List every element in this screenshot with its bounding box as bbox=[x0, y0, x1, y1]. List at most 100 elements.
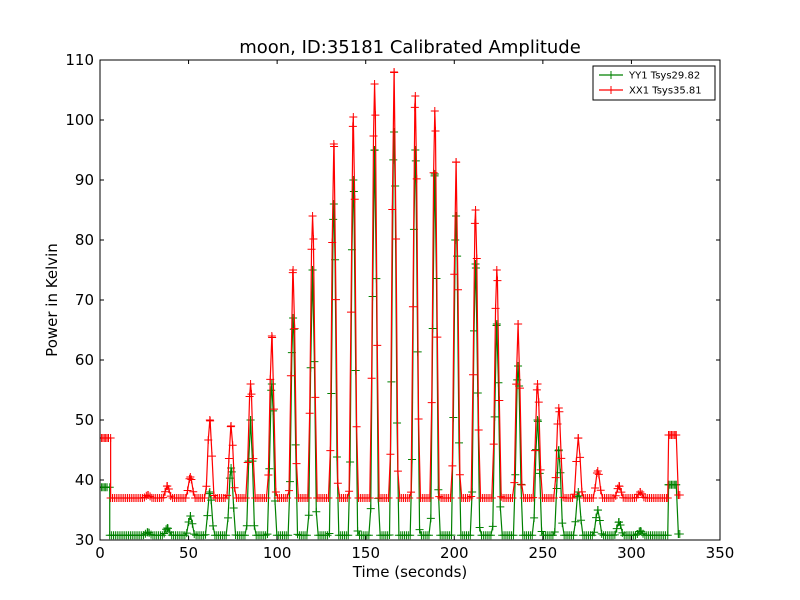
data-point-marker bbox=[247, 390, 256, 399]
x-tick-label: 300 bbox=[617, 544, 646, 562]
data-point-marker bbox=[105, 483, 114, 492]
data-point-marker bbox=[532, 385, 541, 394]
data-point-marker bbox=[163, 524, 172, 533]
data-point-marker bbox=[285, 486, 294, 495]
data-point-marker bbox=[492, 320, 501, 328]
data-point-marker bbox=[263, 530, 272, 539]
data-point-marker bbox=[427, 398, 436, 407]
data-point-marker bbox=[469, 370, 478, 379]
data-point-marker bbox=[186, 512, 195, 521]
data-point-marker bbox=[266, 375, 275, 384]
data-point-marker bbox=[166, 492, 175, 501]
data-point-marker bbox=[181, 494, 190, 502]
data-point-marker bbox=[636, 488, 645, 496]
y-tick-label: 70 bbox=[75, 291, 94, 309]
data-point-marker bbox=[472, 254, 481, 263]
legend-label: YY1 Tsys29.82 bbox=[628, 71, 700, 82]
data-point-marker bbox=[224, 454, 233, 463]
data-point-marker bbox=[569, 531, 578, 540]
data-point-marker bbox=[510, 478, 519, 487]
data-point-marker bbox=[429, 168, 438, 177]
data-point-marker bbox=[533, 417, 542, 426]
x-axis-label: Time (seconds) bbox=[352, 563, 468, 581]
data-point-marker bbox=[430, 170, 439, 178]
data-point-marker bbox=[367, 374, 376, 383]
data-point-marker bbox=[595, 516, 604, 525]
data-point-marker bbox=[408, 455, 417, 464]
data-point-marker bbox=[559, 493, 568, 502]
data-point-marker bbox=[241, 494, 250, 502]
data-point-marker bbox=[159, 493, 168, 502]
data-point-marker bbox=[202, 482, 211, 491]
data-point-marker bbox=[530, 513, 539, 522]
data-point-marker bbox=[302, 531, 311, 540]
data-point-marker bbox=[596, 486, 605, 495]
data-point-marker bbox=[435, 492, 444, 501]
y-tick-label: 30 bbox=[75, 531, 94, 549]
data-point-marker bbox=[632, 493, 641, 502]
y-axis-label: Power in Kelvin bbox=[43, 243, 61, 357]
x-tick-label: 250 bbox=[529, 544, 558, 562]
data-point-marker bbox=[474, 425, 483, 434]
data-point-marker bbox=[452, 212, 461, 220]
data-point-marker bbox=[405, 494, 414, 502]
x-tick-label: 50 bbox=[179, 544, 198, 562]
data-point-marker bbox=[631, 531, 640, 540]
data-point-marker bbox=[269, 405, 278, 414]
data-point-marker bbox=[187, 475, 196, 484]
data-point-marker bbox=[349, 113, 358, 121]
data-point-marker bbox=[190, 530, 199, 539]
data-point-marker bbox=[203, 511, 212, 520]
data-point-marker bbox=[330, 142, 339, 151]
chart-title: moon, ID:35181 Calibrated Amplitude bbox=[239, 37, 581, 58]
data-point-marker bbox=[182, 529, 191, 538]
y-tick-label: 110 bbox=[65, 51, 94, 69]
data-point-marker bbox=[572, 457, 581, 466]
data-point-marker bbox=[164, 484, 173, 493]
data-point-marker bbox=[424, 531, 433, 540]
data-point-marker bbox=[508, 494, 517, 502]
data-point-marker bbox=[594, 470, 603, 479]
series-xx1 bbox=[100, 68, 684, 502]
data-point-marker bbox=[303, 494, 312, 502]
data-point-marker bbox=[373, 341, 382, 350]
data-point-marker bbox=[289, 266, 298, 274]
data-point-marker bbox=[493, 276, 502, 285]
x-tick-label: 200 bbox=[440, 544, 469, 562]
data-point-marker bbox=[246, 416, 255, 424]
data-point-marker bbox=[271, 488, 280, 497]
data-point-marker bbox=[571, 517, 580, 526]
x-tick-label: 150 bbox=[351, 544, 380, 562]
data-point-marker bbox=[370, 80, 379, 88]
data-point-marker bbox=[514, 362, 523, 370]
data-point-marker bbox=[515, 384, 524, 393]
data-point-marker bbox=[487, 494, 496, 502]
data-point-marker bbox=[533, 380, 542, 388]
data-point-marker bbox=[225, 474, 234, 483]
data-point-marker bbox=[222, 531, 231, 540]
data-point-marker bbox=[189, 487, 198, 496]
data-point-marker bbox=[393, 467, 402, 476]
data-point-marker bbox=[446, 494, 455, 502]
data-point-marker bbox=[406, 531, 415, 540]
data-point-marker bbox=[243, 458, 252, 467]
data-point-marker bbox=[352, 422, 361, 431]
data-point-marker bbox=[496, 502, 505, 511]
data-point-marker bbox=[488, 522, 497, 531]
data-point-marker bbox=[309, 235, 318, 244]
data-point-marker bbox=[369, 132, 378, 141]
data-point-marker bbox=[617, 488, 626, 497]
data-point-marker bbox=[551, 473, 560, 482]
data-point-marker bbox=[414, 415, 423, 424]
data-point-marker bbox=[223, 491, 232, 500]
x-tick-label: 100 bbox=[263, 544, 292, 562]
data-point-marker bbox=[450, 270, 459, 279]
data-point-marker bbox=[455, 470, 464, 479]
data-point-marker bbox=[410, 103, 419, 112]
legend-label: XX1 Tsys35.81 bbox=[629, 86, 702, 97]
data-point-marker bbox=[147, 530, 156, 539]
data-point-marker bbox=[286, 371, 295, 380]
data-point-marker bbox=[390, 68, 399, 77]
data-point-marker bbox=[324, 494, 333, 502]
